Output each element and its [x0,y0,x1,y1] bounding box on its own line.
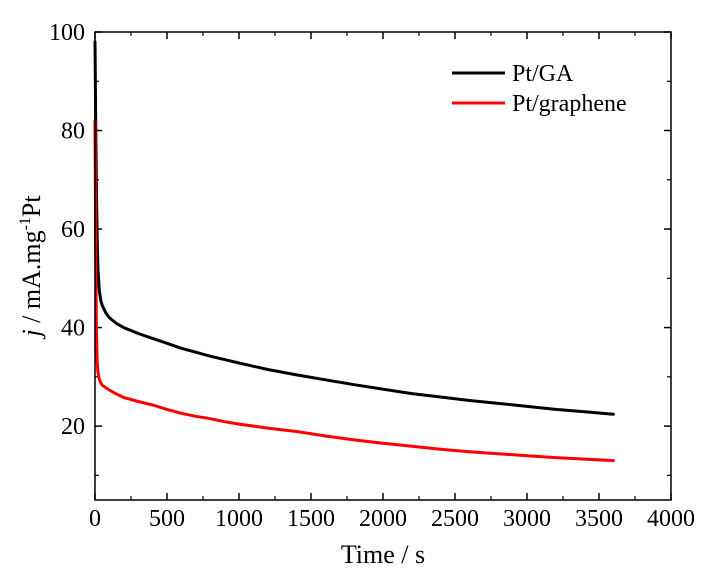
x-tick-label: 1500 [287,506,335,532]
legend: Pt/GA Pt/graphene [452,61,627,117]
x-axis-ticks: 0 500 1000 1500 2000 2500 3000 3500 4000 [89,32,695,532]
y-axis-label-suffix: Pt [17,195,46,217]
x-tick-label: 0 [89,506,101,532]
x-tick-label: 3500 [575,506,623,532]
y-tick-label: 20 [61,414,85,440]
y-tick-label: 40 [61,316,85,342]
y-tick-label: 80 [61,119,85,145]
x-tick-label: 1000 [215,506,263,532]
series-layer [93,40,615,463]
x-tick-label: 500 [149,506,185,532]
x-tick-label: 2000 [359,506,407,532]
x-tick-label: 3000 [503,506,551,532]
plot-frame [94,31,672,501]
legend-label-pt-ga: Pt/GA [512,61,574,87]
y-axis-label: j / mA.mg-1Pt [17,195,46,340]
series-line-pt-ga [93,40,615,416]
x-tick-label: 4000 [647,506,695,532]
y-axis-label-superscript: -1 [17,217,34,230]
series-line-pt-graphene [93,119,615,463]
x-axis-label: Time / s [341,540,425,569]
x-tick-label: 2500 [431,506,479,532]
y-tick-label: 100 [49,20,85,46]
y-axis-ticks: 20 40 60 80 100 [49,20,671,476]
y-axis-label-italic: j [17,329,46,339]
legend-label-pt-graphene: Pt/graphene [512,91,627,117]
y-tick-label: 60 [61,217,85,243]
y-axis-label-text: / mA.mg [17,230,46,329]
